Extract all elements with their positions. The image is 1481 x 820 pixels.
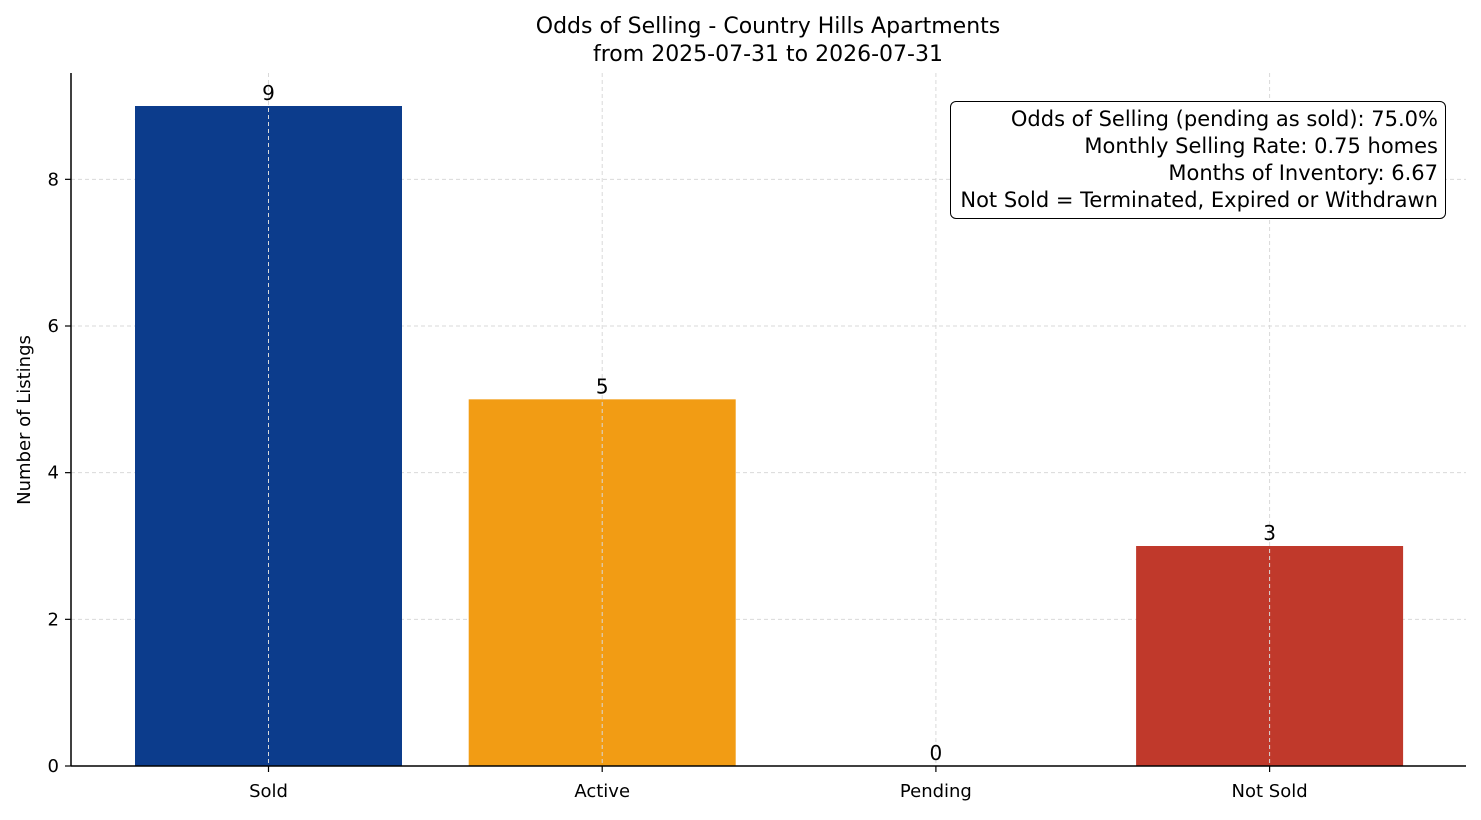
bars [135, 73, 1404, 766]
bar-value-label: 3 [1263, 521, 1276, 545]
y-tick-label: 8 [48, 169, 59, 190]
y-tick-label: 0 [48, 756, 59, 777]
bar-sold [135, 106, 402, 766]
monthly-selling-rate-text: Monthly Selling Rate: 0.75 homes [1084, 134, 1438, 158]
x-tick-label: Pending [900, 781, 972, 802]
bar-value-label: 9 [262, 81, 275, 105]
x-tick-label: Sold [249, 781, 288, 802]
months-of-inventory-text: Months of Inventory: 6.67 [1168, 161, 1438, 185]
y-tick-label: 4 [48, 463, 59, 484]
y-tick-label: 2 [48, 609, 59, 630]
not-sold-definition-text: Not Sold = Terminated, Expired or Withdr… [960, 188, 1438, 212]
y-tick-label: 6 [48, 316, 59, 337]
axes [65, 73, 1466, 772]
bar-value-label: 5 [596, 374, 609, 398]
bar-value-label: 0 [930, 741, 943, 765]
y-axis-label: Number of Listings [14, 335, 35, 505]
stats-annotation-box: Odds of Selling (pending as sold): 75.0%… [950, 101, 1446, 219]
labels: 0 2 4 6 8 Sold Active Pending Not Sold 9 5 0 3 [48, 81, 1308, 802]
chart-title-line-2: from 2025-07-31 to 2026-07-31 [593, 42, 943, 67]
chart-title-line-1: Odds of Selling - Country Hills Apartmen… [536, 14, 1000, 39]
x-tick-label: Not Sold [1232, 781, 1308, 802]
x-tick-label: Active [574, 781, 630, 802]
odds-of-selling-text: Odds of Selling (pending as sold): 75.0% [1010, 107, 1438, 131]
